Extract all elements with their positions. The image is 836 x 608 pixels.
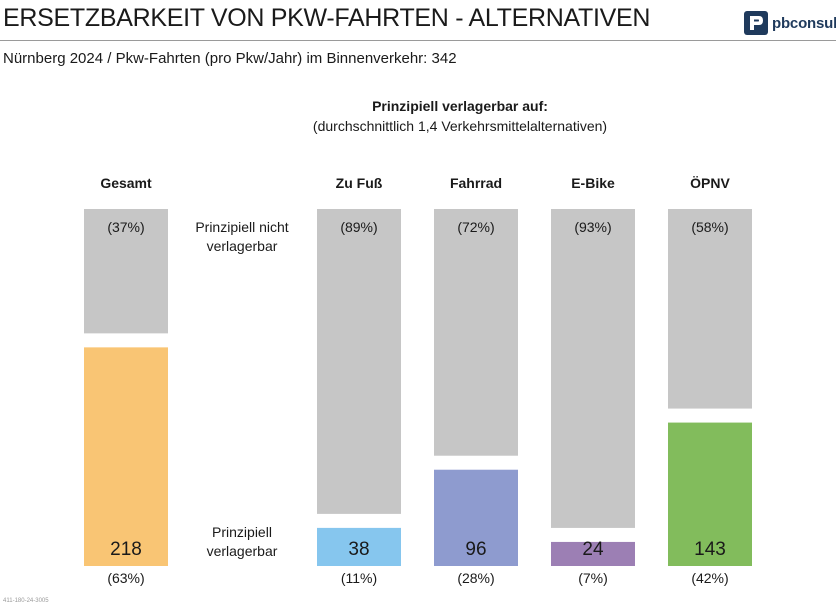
value-label-gesamt: 218 [110,539,142,560]
pct-label-not-shiftable-oepnv: (58%) [691,219,728,235]
pct-label-shiftable-gesamt: (63%) [107,570,144,586]
bar-not-shiftable-zu-fuss [317,209,401,514]
pct-label-not-shiftable-gesamt: (37%) [107,219,144,235]
bar-shiftable-oepnv [668,422,752,566]
row-label-not-shiftable: Prinzipiell nicht verlagerbar [195,219,289,254]
value-label-fahrrad: 96 [465,539,486,560]
pbconsult-logo-icon [744,11,768,35]
value-label-e-bike: 24 [582,539,604,560]
category-label-zu-fuss: Zu Fuß [335,175,383,191]
bar-shiftable-gesamt [84,347,168,566]
value-label-zu-fuss: 38 [348,539,369,560]
bar-shiftable-zu-fuss [317,527,401,566]
pct-label-shiftable-fahrrad: (28%) [457,570,494,586]
brand-logo: pbconsult [744,11,836,35]
bar-not-shiftable-gesamt [84,209,168,334]
page-subtitle: Nürnberg 2024 / Pkw-Fahrten (pro Pkw/Jah… [3,50,457,67]
row-label-shiftable: Prinzipiell verlagerbar [206,524,278,559]
pct-label-not-shiftable-e-bike: (93%) [574,219,611,235]
bar-not-shiftable-e-bike [551,209,635,528]
category-label-oepnv: ÖPNV [690,175,730,191]
logo-text: pbconsult [772,14,836,32]
page-title: ERSETZBARKEIT VON PKW-FAHRTEN - ALTERNAT… [3,4,651,32]
value-label-oepnv: 143 [694,539,726,560]
pct-label-shiftable-zu-fuss: (11%) [341,570,377,586]
footer-code: 411-180-24-3005 [3,598,49,604]
bar-shiftable-fahrrad [434,469,518,566]
chart-subheading: (durchschnittlich 1,4 Verkehrsmittelalte… [312,118,608,134]
title-divider [0,40,836,41]
bar-not-shiftable-fahrrad [434,209,518,456]
pct-label-not-shiftable-zu-fuss: (89%) [340,219,377,235]
category-label-e-bike: E-Bike [571,175,615,191]
category-label-gesamt: Gesamt [100,175,152,191]
pct-label-shiftable-e-bike: (7%) [578,570,608,586]
category-label-fahrrad: Fahrrad [449,175,503,191]
bar-not-shiftable-oepnv [668,209,752,409]
chart-heading: Prinzipiell verlagerbar auf: [372,98,548,114]
pct-label-shiftable-oepnv: (42%) [691,570,728,586]
pct-label-not-shiftable-fahrrad: (72%) [457,219,494,235]
bar-shiftable-e-bike [551,541,635,566]
